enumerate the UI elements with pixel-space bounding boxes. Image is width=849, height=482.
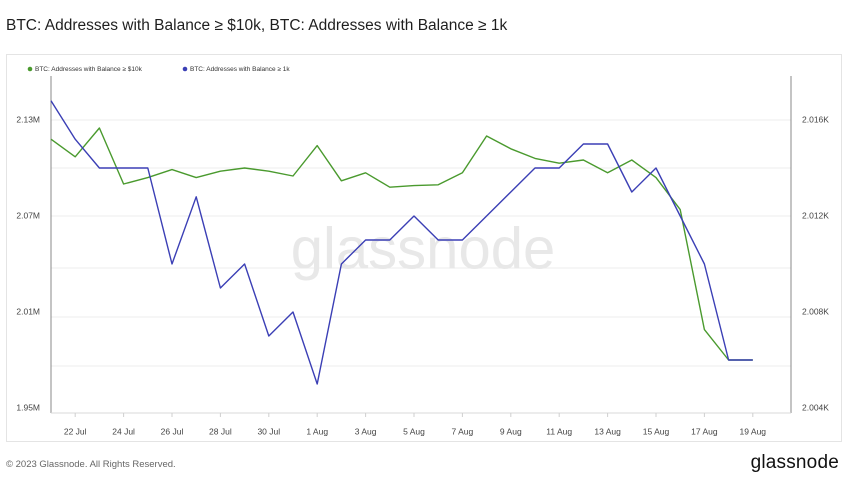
legend-label[interactable]: BTC: Addresses with Balance ≥ $10k: [35, 66, 143, 73]
x-tick-label: 9 Aug: [500, 426, 522, 436]
y-left-tick-label: 1.95M: [16, 402, 40, 412]
x-tick-label: 15 Aug: [643, 426, 670, 436]
y-left-tick-label: 2.13M: [16, 114, 40, 124]
legend-label[interactable]: BTC: Addresses with Balance ≥ 1k: [190, 66, 290, 73]
chart-frame: [6, 54, 842, 442]
series-line-1k[interactable]: [50, 100, 753, 385]
grid-layer: [51, 119, 791, 367]
x-tick-label: 3 Aug: [355, 426, 377, 436]
x-tick-label: 1 Aug: [306, 426, 328, 436]
x-tick-label: 19 Aug: [740, 426, 767, 436]
watermark: glassnode: [291, 216, 555, 281]
y-left-tick-label: 2.07M: [16, 210, 40, 220]
series-line-10k[interactable]: [50, 127, 753, 361]
legend-marker: [182, 66, 188, 72]
y-right-tick-label: 2.012K: [802, 210, 829, 220]
x-tick-label: 11 Aug: [546, 426, 572, 436]
y-left-tick-label: 2.01M: [16, 306, 40, 316]
x-tick-label: 13 Aug: [594, 426, 621, 436]
x-tick-label: 7 Aug: [452, 426, 474, 436]
x-tick-label: 17 Aug: [691, 426, 718, 436]
legend: BTC: Addresses with Balance ≥ $10k BTC: A…: [27, 66, 290, 73]
y-right-tick-label: 2.016K: [802, 114, 829, 124]
brand-logo[interactable]: glassnode: [750, 452, 839, 473]
x-tick-label: 26 Jul: [161, 426, 184, 436]
x-tick-label: 28 Jul: [209, 426, 232, 436]
y-right-tick-label: 2.008K: [802, 306, 829, 316]
x-tick-label: 5 Aug: [403, 426, 425, 436]
x-tick-label: 24 Jul: [112, 426, 135, 436]
axis-layer: 2.13M 2.07M 2.01M 1.95M 2.016K 2.012K 2.008K 2.…: [16, 76, 829, 436]
x-tick-label: 30 Jul: [257, 426, 280, 436]
copyright-text: © 2023 Glassnode. All Rights Reserved.: [6, 459, 176, 470]
y-right-tick-label: 2.004K: [802, 402, 829, 412]
x-tick-label: 22 Jul: [64, 426, 87, 436]
series-layer: [50, 100, 753, 385]
chart-title: BTC: Addresses with Balance ≥ $10k, BTC:…: [6, 17, 508, 34]
legend-marker: [27, 66, 33, 72]
